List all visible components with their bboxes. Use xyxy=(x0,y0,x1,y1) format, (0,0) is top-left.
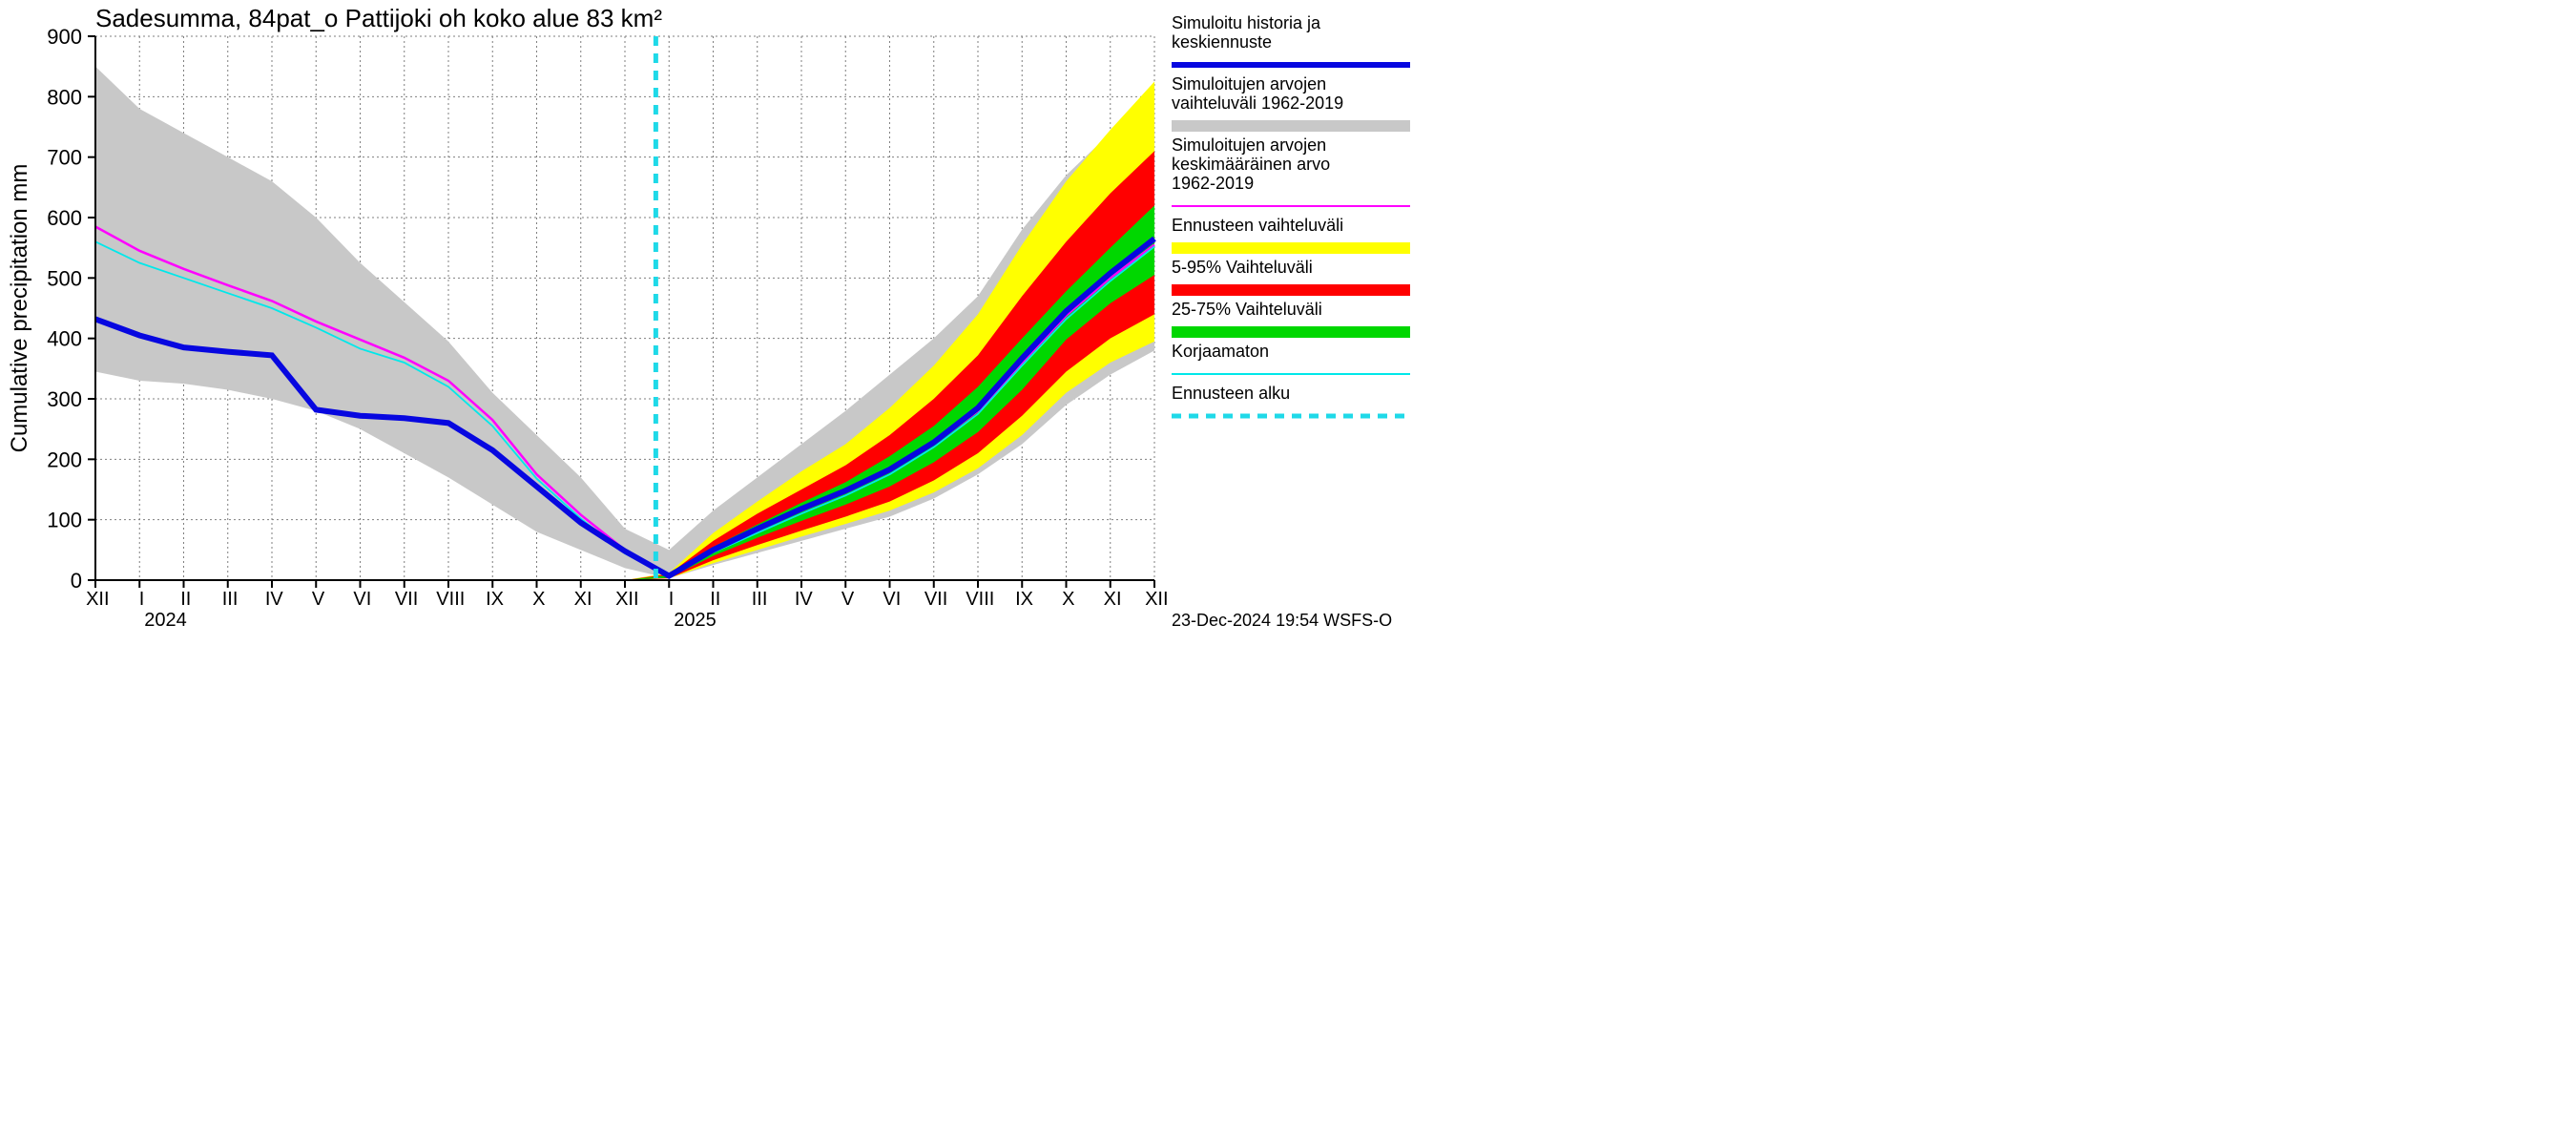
y-tick-label: 900 xyxy=(47,25,82,49)
legend-label: keskiennuste xyxy=(1172,32,1272,52)
x-month-label: II xyxy=(180,589,191,610)
y-tick-label: 400 xyxy=(47,327,82,351)
y-tick-label: 800 xyxy=(47,85,82,109)
chart-title: Sadesumma, 84pat_o Pattijoki oh koko alu… xyxy=(95,4,662,32)
x-month-label: XII xyxy=(615,589,638,610)
x-month-label: VIII xyxy=(436,589,465,610)
x-month-label: IX xyxy=(1015,589,1033,610)
legend-label: 1962-2019 xyxy=(1172,174,1254,193)
x-month-label: VI xyxy=(883,589,901,610)
y-tick-label: 600 xyxy=(47,206,82,230)
x-month-label: VII xyxy=(924,589,947,610)
y-tick-label: 700 xyxy=(47,146,82,170)
x-year-label: 2024 xyxy=(144,610,187,631)
x-month-label: XI xyxy=(1104,589,1122,610)
x-month-label: I xyxy=(139,589,145,610)
precip-chart: 0100200300400500600700800900XIIIIIIIIIVV… xyxy=(0,0,1448,644)
y-axis-label: Cumulative precipitation mm xyxy=(7,164,32,453)
legend-label: keskimääräinen arvo xyxy=(1172,155,1330,174)
x-month-label: IX xyxy=(486,589,504,610)
legend-swatch xyxy=(1172,284,1410,296)
x-month-label: X xyxy=(1062,589,1074,610)
y-tick-label: 300 xyxy=(47,387,82,411)
legend-label: 25-75% Vaihteluväli xyxy=(1172,300,1322,319)
legend-label: Ennusteen vaihteluväli xyxy=(1172,216,1343,235)
x-month-label: IV xyxy=(795,589,814,610)
y-tick-label: 500 xyxy=(47,266,82,290)
legend-label: vaihteluväli 1962-2019 xyxy=(1172,94,1343,113)
x-month-label: XI xyxy=(574,589,592,610)
legend-label: Korjaamaton xyxy=(1172,342,1269,361)
x-month-label: VI xyxy=(353,589,371,610)
x-month-label: XII xyxy=(86,589,109,610)
legend-swatch xyxy=(1172,120,1410,132)
legend-swatch xyxy=(1172,242,1410,254)
x-month-label: V xyxy=(841,589,855,610)
chart-svg: 0100200300400500600700800900XIIIIIIIIIVV… xyxy=(0,0,1448,644)
x-month-label: VIII xyxy=(966,589,994,610)
legend-label: 5-95% Vaihteluväli xyxy=(1172,258,1313,277)
y-tick-label: 0 xyxy=(71,569,82,593)
chart-footer: 23-Dec-2024 19:54 WSFS-O xyxy=(1172,611,1392,630)
x-year-label: 2025 xyxy=(674,610,717,631)
x-month-label: X xyxy=(532,589,545,610)
legend-label: Simuloitu historia ja xyxy=(1172,13,1321,32)
x-month-label: III xyxy=(222,589,239,610)
x-month-label: I xyxy=(669,589,675,610)
y-tick-label: 100 xyxy=(47,509,82,532)
legend-label: Simuloitujen arvojen xyxy=(1172,74,1326,94)
legend-swatch xyxy=(1172,326,1410,338)
x-month-label: VII xyxy=(395,589,418,610)
x-month-label: II xyxy=(710,589,720,610)
x-month-label: III xyxy=(752,589,768,610)
x-month-label: V xyxy=(312,589,325,610)
legend-label: Ennusteen alku xyxy=(1172,384,1290,403)
y-tick-label: 200 xyxy=(47,448,82,471)
x-month-label: XII xyxy=(1145,589,1168,610)
legend-label: Simuloitujen arvojen xyxy=(1172,135,1326,155)
x-month-label: IV xyxy=(265,589,284,610)
